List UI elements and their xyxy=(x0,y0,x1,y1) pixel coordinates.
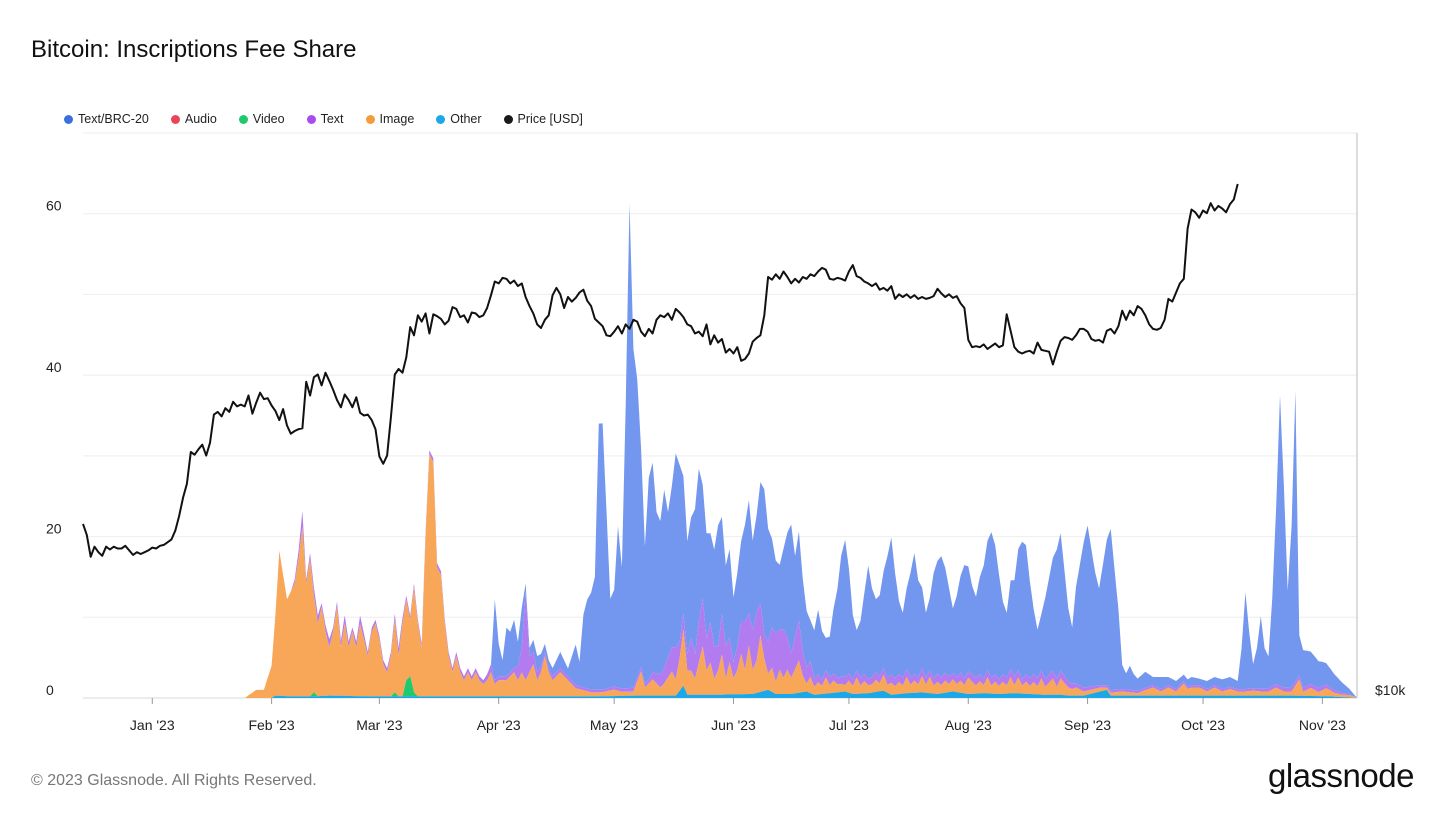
x-tick-label: Jan '23 xyxy=(130,717,175,733)
legend-label: Text xyxy=(320,112,344,126)
legend-item-price[interactable]: Price [USD] xyxy=(503,112,583,126)
x-tick-label: Apr '23 xyxy=(477,717,521,733)
axes: 0 20 40 60 Jan '23 Feb '23 Mar '23 Apr '23 May '… xyxy=(46,198,1406,733)
legend-dot-icon xyxy=(170,114,180,124)
legend-item-text[interactable]: Text xyxy=(306,112,344,126)
legend-label: Text/BRC-20 xyxy=(78,112,149,126)
x-tick-label: Jul '23 xyxy=(829,717,869,733)
x-tick-label: Jun '23 xyxy=(711,717,756,733)
x-tick-label: Aug '23 xyxy=(945,717,992,733)
x-tick-label: May '23 xyxy=(590,717,639,733)
price-line xyxy=(82,183,1239,558)
copyright-footer: © 2023 Glassnode. All Rights Reserved. xyxy=(31,772,317,789)
legend-dot-icon xyxy=(365,114,375,124)
legend-dot-icon xyxy=(503,114,513,124)
area-other xyxy=(83,685,1357,698)
legend-dot-icon xyxy=(64,114,73,124)
legend-dot-icon xyxy=(436,114,446,124)
x-tick-label: Nov '23 xyxy=(1299,717,1346,733)
price-series xyxy=(82,183,1239,558)
area-text-brc20 xyxy=(83,203,1357,698)
y-tick-label: 0 xyxy=(46,682,54,698)
y-tick-label: 20 xyxy=(46,521,62,537)
legend-dot-icon xyxy=(238,114,248,124)
area-text xyxy=(83,450,1357,698)
legend-label: Video xyxy=(252,112,285,126)
y-tick-label: 60 xyxy=(46,198,62,214)
x-tick-label: Mar '23 xyxy=(356,717,402,733)
legend-item-video[interactable]: Video xyxy=(238,112,285,126)
x-tick-label: Feb '23 xyxy=(248,717,294,733)
legend-label: Other xyxy=(450,112,482,126)
y-tick-label: 40 xyxy=(46,359,62,375)
x-tick-label: Oct '23 xyxy=(1181,717,1225,733)
area-image xyxy=(83,454,1357,698)
legend-label: Price [USD] xyxy=(517,112,583,126)
legend-label: Image xyxy=(379,112,415,126)
legend-item-image[interactable]: Image xyxy=(365,112,415,126)
chart-legend: Text/BRC-20 Audio Video Text Image Other… xyxy=(64,112,605,126)
glassnode-logo: glassnode xyxy=(1268,757,1414,794)
legend-label: Audio xyxy=(184,112,217,126)
right-axis-label: $10k xyxy=(1375,682,1406,698)
legend-item-other[interactable]: Other xyxy=(436,112,482,126)
chart-title: Bitcoin: Inscriptions Fee Share xyxy=(31,36,357,63)
legend-dot-icon xyxy=(306,114,316,124)
x-tick-label: Sep '23 xyxy=(1064,717,1111,733)
legend-item-audio[interactable]: Audio xyxy=(170,112,217,126)
area-series xyxy=(83,203,1357,698)
legend-item-text-brc20[interactable]: Text/BRC-20 xyxy=(64,112,149,126)
